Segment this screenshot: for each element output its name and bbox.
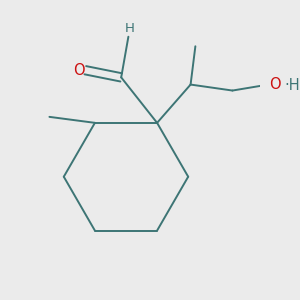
Text: O: O bbox=[269, 77, 280, 92]
Text: ·H: ·H bbox=[284, 78, 299, 93]
Text: H: H bbox=[124, 22, 134, 35]
Text: O: O bbox=[74, 63, 85, 78]
